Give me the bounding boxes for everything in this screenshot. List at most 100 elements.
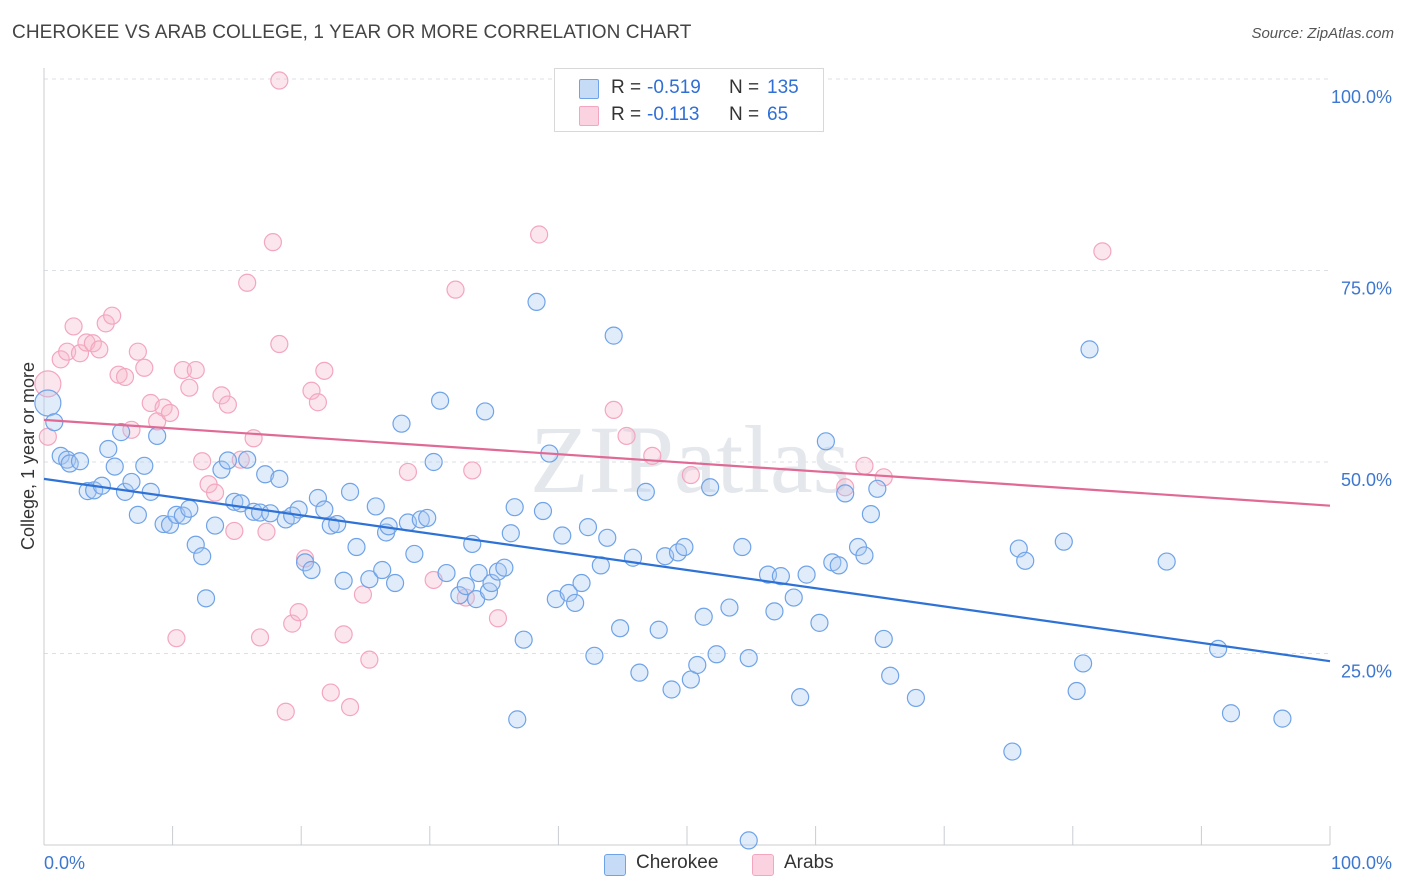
cherokee-point (810, 613, 829, 632)
cherokee-point (405, 544, 424, 564)
arabs-point (295, 549, 315, 568)
arabs-point (103, 306, 122, 325)
y-tick-label: 50.0% (1341, 470, 1392, 490)
cherokee-point (218, 451, 237, 470)
arabs-point (270, 71, 289, 90)
y-tick-label: 100.0% (1331, 87, 1392, 107)
arabs-point (308, 393, 328, 412)
cherokee-point (688, 655, 707, 675)
arabs-point (463, 461, 482, 480)
cherokee-point (505, 498, 524, 517)
cherokee-point (392, 414, 411, 433)
cherokee-point (861, 504, 880, 524)
arabs-point (276, 702, 295, 721)
arabs-point (398, 462, 418, 482)
arabs-point (334, 625, 353, 644)
legend-row-arabs: R = -0.113 N = 65 (555, 102, 823, 128)
cherokee-point (334, 571, 353, 590)
x-tick-label: 100.0% (1331, 853, 1392, 873)
arabs-point (488, 609, 508, 628)
cherokee-point (1221, 704, 1241, 723)
legend-swatch-cherokee (604, 854, 626, 876)
cherokee-point (411, 510, 430, 529)
legend-n-value: 135 (767, 77, 799, 98)
cherokee-point (527, 292, 546, 312)
legend-swatch-cherokee (579, 79, 599, 99)
cherokee-point (302, 560, 321, 580)
cherokee-point (256, 465, 275, 484)
cherokee-point (733, 537, 752, 557)
cherokee-point (122, 472, 141, 492)
cherokee-point (1080, 340, 1099, 359)
arabs-point (302, 381, 321, 400)
arabs-point (257, 522, 276, 541)
arabs-point (289, 603, 308, 622)
cherokee-point (514, 630, 533, 649)
cherokee-point (765, 602, 784, 621)
cherokee-point (874, 629, 893, 649)
cherokee-point (186, 535, 205, 554)
trend-lines (43, 418, 1331, 663)
cherokee-point (360, 570, 379, 589)
cherokee-point (701, 478, 720, 497)
cherokee-point (99, 439, 118, 459)
cherokee-point (585, 646, 604, 665)
arabs-point (205, 483, 225, 502)
arabs-point (263, 233, 283, 252)
cherokee-point (328, 514, 347, 534)
cherokee-point (675, 537, 694, 557)
cherokee-point (430, 391, 450, 410)
arabs-point (167, 629, 186, 648)
watermark: ZIPatlas (530, 406, 850, 513)
cherokee-point (662, 680, 681, 699)
cherokee-point (566, 593, 585, 613)
arabs-point (34, 370, 62, 398)
cherokee-point (836, 484, 855, 503)
cherokee-point (366, 497, 385, 516)
cherokee-point (1273, 709, 1292, 728)
legend-row-cherokee: R = -0.519 N = 135 (555, 75, 823, 101)
cherokee-point (739, 831, 758, 850)
arabs-point (321, 683, 340, 702)
cherokee-point (70, 452, 90, 471)
arabs-point (604, 400, 623, 420)
arabs-point (1093, 242, 1112, 261)
arabs-point (681, 465, 700, 485)
cherokee-point (321, 516, 340, 535)
cherokee-point (347, 537, 366, 557)
cherokee-point (508, 710, 527, 729)
cherokee-point (630, 663, 649, 682)
arabs-point (340, 698, 360, 717)
cherokee-point (154, 514, 173, 534)
arabs-point (90, 340, 109, 359)
arabs-point (212, 386, 231, 405)
cherokee-point (559, 583, 578, 603)
cherokee-point (437, 563, 456, 583)
cherokee-point (572, 573, 591, 593)
cherokee-point (771, 567, 790, 586)
axes (43, 68, 1331, 846)
cherokee-point (636, 482, 655, 501)
cherokee-point (78, 482, 97, 501)
legend-label-arabs: Arabs (784, 852, 834, 873)
cherokee-point (482, 573, 501, 593)
cherokee-point (469, 563, 488, 583)
cherokee-point (475, 402, 495, 421)
y-tick-label: 75.0% (1341, 279, 1392, 299)
cherokee-point (418, 508, 437, 528)
cherokee-point (855, 546, 874, 565)
cherokee-point (315, 500, 334, 519)
cherokee-point (816, 432, 835, 451)
arabs-point (836, 478, 855, 497)
cherokee-point (424, 452, 443, 472)
cherokee-point (578, 518, 598, 537)
tick-labels: 25.0% 50.0% 75.0% 100.0% 0.0% 100.0% (44, 87, 1392, 873)
arabs-point (270, 334, 289, 354)
cherokee-point (829, 556, 848, 575)
arabs-point (180, 378, 199, 397)
correlation-legend: R = -0.519 N = 135 R = -0.113 N = 65 (554, 68, 824, 132)
cherokee-point (720, 598, 739, 617)
legend-r-value: -0.519 (647, 77, 701, 98)
cherokee-point (868, 479, 887, 498)
